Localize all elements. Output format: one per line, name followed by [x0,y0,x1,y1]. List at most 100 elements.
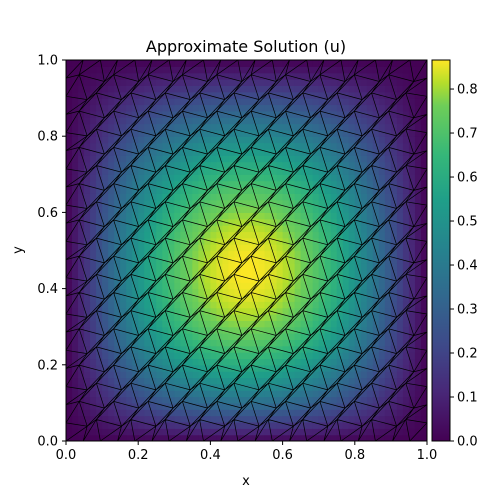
heatmap-cell [222,104,230,112]
heatmap-cell [306,275,314,283]
heatmap-cell [264,275,272,283]
heatmap-cell [192,256,199,264]
heatmap-cell [270,434,278,441]
heatmap-cell [384,352,392,360]
heatmap-cell [360,282,368,290]
heatmap-cell [168,421,175,429]
heatmap-cell [228,314,236,321]
heatmap-cell [360,263,368,271]
heatmap-cell [384,244,392,252]
heatmap-cell [114,237,121,245]
heatmap-cell [84,79,91,86]
heatmap-cell [330,294,338,302]
heatmap-cell [108,199,115,207]
heatmap-cell [360,231,368,239]
heatmap-cell [420,155,427,163]
heatmap-cell [396,91,404,99]
heatmap-cell [420,421,427,429]
heatmap-cell [204,383,211,391]
heatmap-cell [156,161,163,169]
heatmap-cell [144,275,151,283]
heatmap-cell [150,294,157,302]
heatmap-cell [384,269,392,277]
heatmap-cell [114,104,121,112]
heatmap-cell [156,402,163,410]
heatmap-cell [342,244,350,252]
heatmap-cell [216,415,224,423]
heatmap-cell [288,148,296,156]
heatmap-cell [96,250,103,258]
y-axis-label: y [11,246,26,254]
heatmap-cell [228,231,236,239]
heatmap-cell [324,155,332,163]
heatmap-cell [114,91,121,99]
heatmap-cell [414,263,422,271]
heatmap-cell [78,142,85,150]
heatmap-cell [264,244,272,252]
heatmap-cell [360,377,368,385]
heatmap-cell [360,66,368,74]
heatmap-cell [408,250,416,258]
heatmap-cell [354,237,362,245]
heatmap-cell [312,244,320,252]
colorbar-tick-label: 0.3 [457,303,478,318]
heatmap-cell [378,409,386,417]
heatmap-cell [348,142,356,150]
heatmap-cell [246,307,254,315]
heatmap-cell [300,72,308,80]
heatmap-cell [294,402,302,410]
heatmap-cell [156,206,163,213]
heatmap-cell [408,307,416,315]
heatmap-cell [318,301,326,309]
heatmap-cell [324,193,332,201]
heatmap-cell [108,60,115,67]
heatmap-cell [324,358,332,366]
heatmap-cell [282,174,290,182]
heatmap-cell [72,199,79,207]
heatmap-cell [258,155,266,163]
heatmap-cell [198,104,205,112]
heatmap-cell [252,148,260,156]
heatmap-cell [198,60,205,67]
heatmap-cell [108,358,115,366]
heatmap-cell [396,402,404,410]
heatmap-cell [414,269,422,277]
heatmap-cell [84,206,91,213]
heatmap-cell [168,269,175,277]
heatmap-cell [276,390,284,398]
heatmap-cell [210,377,218,385]
heatmap-cell [282,136,290,144]
heatmap-cell [276,206,284,213]
heatmap-cell [246,187,254,194]
heatmap-cell [90,288,97,296]
heatmap-cell [318,269,326,277]
heatmap-cell [366,320,374,328]
heatmap-cell [306,117,314,125]
heatmap-cell [210,352,218,360]
heatmap-cell [78,193,85,201]
heatmap-cell [408,167,416,175]
colorbar-gradient [431,59,451,442]
heatmap-cell [396,294,404,302]
heatmap-cell [102,231,109,239]
heatmap-cell [264,421,272,429]
heatmap-cell [306,396,314,404]
heatmap-cell [180,79,187,86]
heatmap-cell [420,123,427,131]
heatmap-cell [72,129,79,137]
heatmap-cell [240,212,248,220]
heatmap-cell [264,326,272,334]
heatmap-cell [84,174,91,182]
heatmap-cell [408,91,416,99]
heatmap-cell [114,339,121,347]
heatmap-cell [156,377,163,385]
heatmap-cell [258,79,266,86]
heatmap-cell [276,225,284,233]
heatmap-cell [108,142,115,150]
heatmap-cell [192,218,199,226]
heatmap-cell [216,85,224,93]
heatmap-cell [300,167,308,175]
heatmap-cell [288,402,296,410]
heatmap-cell [210,415,218,423]
heatmap-cell [150,263,157,271]
